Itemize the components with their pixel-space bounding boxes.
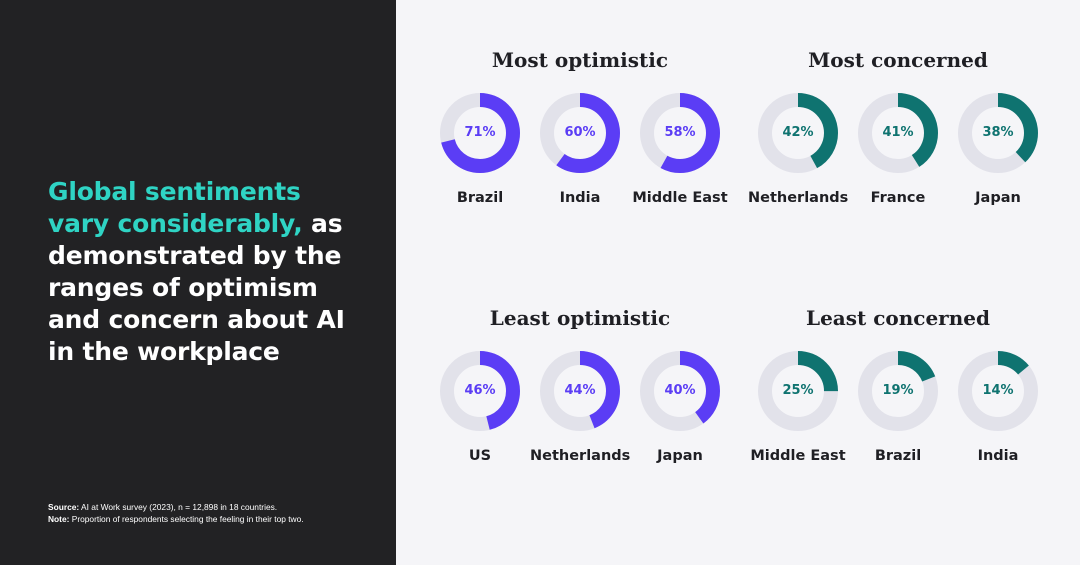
donut-value-label: 19% <box>882 383 914 398</box>
donut-chart: 25% Middle East <box>748 350 848 490</box>
donut-arc <box>640 93 720 173</box>
donut-svg <box>640 93 720 173</box>
donut-category-label: Brazil <box>874 448 922 464</box>
donut-value-label: 14% <box>982 383 1014 398</box>
donut-svg <box>958 351 1038 431</box>
group-title: Least optimistic <box>489 306 671 330</box>
chart-group-least-concerned: Least concerned 25% Middle East 19% Brazil 1… <box>748 306 1048 506</box>
donut-arc <box>540 351 620 431</box>
donut-arc <box>640 351 720 431</box>
donut-category-label: Japan <box>657 448 703 464</box>
donut-chart: 40% Japan <box>630 350 730 490</box>
left-panel: Global sentiments vary considerably, as … <box>0 0 396 565</box>
donut-svg <box>640 351 720 431</box>
donut-svg <box>440 93 520 173</box>
donut-value-label: 41% <box>882 125 914 140</box>
group-title: Most concerned <box>808 48 988 72</box>
donut-svg <box>540 351 620 431</box>
chart-group-most-optimistic: Most optimistic 71% Brazil 60% India 58% Midd… <box>430 48 730 248</box>
chart-group-least-optimistic: Least optimistic 46% US 44% Netherlands 40% J… <box>430 306 730 506</box>
donut-chart: 60% India <box>530 92 630 232</box>
donut-category-label: Netherlands <box>748 190 849 206</box>
donut-chart: 46% US <box>430 350 530 490</box>
source-text: AI at Work survey (2023), n = 12,898 in … <box>79 502 278 512</box>
donut-svg <box>858 351 938 431</box>
donut-category-label: US <box>468 448 492 464</box>
donut-chart: 14% India <box>948 350 1048 490</box>
donut-category-label: France <box>870 190 926 206</box>
donut-category-label: India <box>559 190 601 206</box>
donut-svg <box>540 93 620 173</box>
donut-arc <box>440 351 520 431</box>
donut-arc <box>440 93 520 173</box>
donut-svg <box>758 351 838 431</box>
donut-arc <box>858 351 938 431</box>
donut-arc <box>758 93 838 173</box>
donut-arc <box>958 351 1038 431</box>
note-text: Proportion of respondents selecting the … <box>69 513 304 524</box>
donut-value-label: 44% <box>564 383 596 398</box>
donut-category-label: Middle East <box>632 190 728 206</box>
donut-chart: 19% Brazil <box>848 350 948 490</box>
donut-category-label: Netherlands <box>530 448 631 464</box>
donut-svg <box>440 351 520 431</box>
donut-chart: 41% France <box>848 92 948 232</box>
donut-chart: 38% Japan <box>948 92 1048 232</box>
note-label: Note: <box>48 513 70 524</box>
donut-category-label: Brazil <box>456 190 504 206</box>
donut-category-label: Middle East <box>750 448 846 464</box>
headline-rest: as demonstrated by the ranges of optimis… <box>48 209 345 366</box>
donut-category-label: India <box>977 448 1019 464</box>
method-note: Note: Proportion of respondents selectin… <box>48 514 378 526</box>
donut-arc <box>858 93 938 173</box>
footnotes: Source: AI at Work survey (2023), n = 12… <box>48 502 378 525</box>
donut-chart: 44% Netherlands <box>530 350 630 490</box>
donut-arc <box>758 351 838 431</box>
donut-svg <box>958 93 1038 173</box>
chart-group-most-concerned: Most concerned 42% Netherlands 41% France 38… <box>748 48 1048 248</box>
donut-value-label: 60% <box>564 125 596 140</box>
donut-value-label: 25% <box>782 383 814 398</box>
headline-highlight: Global sentiments vary considerably, <box>48 177 303 238</box>
headline: Global sentiments vary considerably, as … <box>48 176 368 368</box>
source-label: Source: <box>48 502 80 512</box>
right-panel: Most optimistic 71% Brazil 60% India 58% Midd… <box>396 0 1080 565</box>
donut-arc <box>958 93 1038 173</box>
donut-value-label: 40% <box>664 383 696 398</box>
group-title: Most optimistic <box>491 48 669 72</box>
donut-value-label: 42% <box>782 125 814 140</box>
group-title: Least concerned <box>806 306 990 330</box>
donut-value-label: 71% <box>464 125 496 140</box>
donut-value-label: 58% <box>664 125 696 140</box>
donut-category-label: Japan <box>975 190 1021 206</box>
donut-chart: 58% Middle East <box>630 92 730 232</box>
donut-chart: 71% Brazil <box>430 92 530 232</box>
donut-value-label: 38% <box>982 125 1014 140</box>
donut-chart: 42% Netherlands <box>748 92 848 232</box>
donut-svg <box>858 93 938 173</box>
donut-arc <box>540 93 620 173</box>
donut-value-label: 46% <box>464 383 496 398</box>
donut-svg <box>758 93 838 173</box>
source-note: Source: AI at Work survey (2023), n = 12… <box>48 502 378 514</box>
